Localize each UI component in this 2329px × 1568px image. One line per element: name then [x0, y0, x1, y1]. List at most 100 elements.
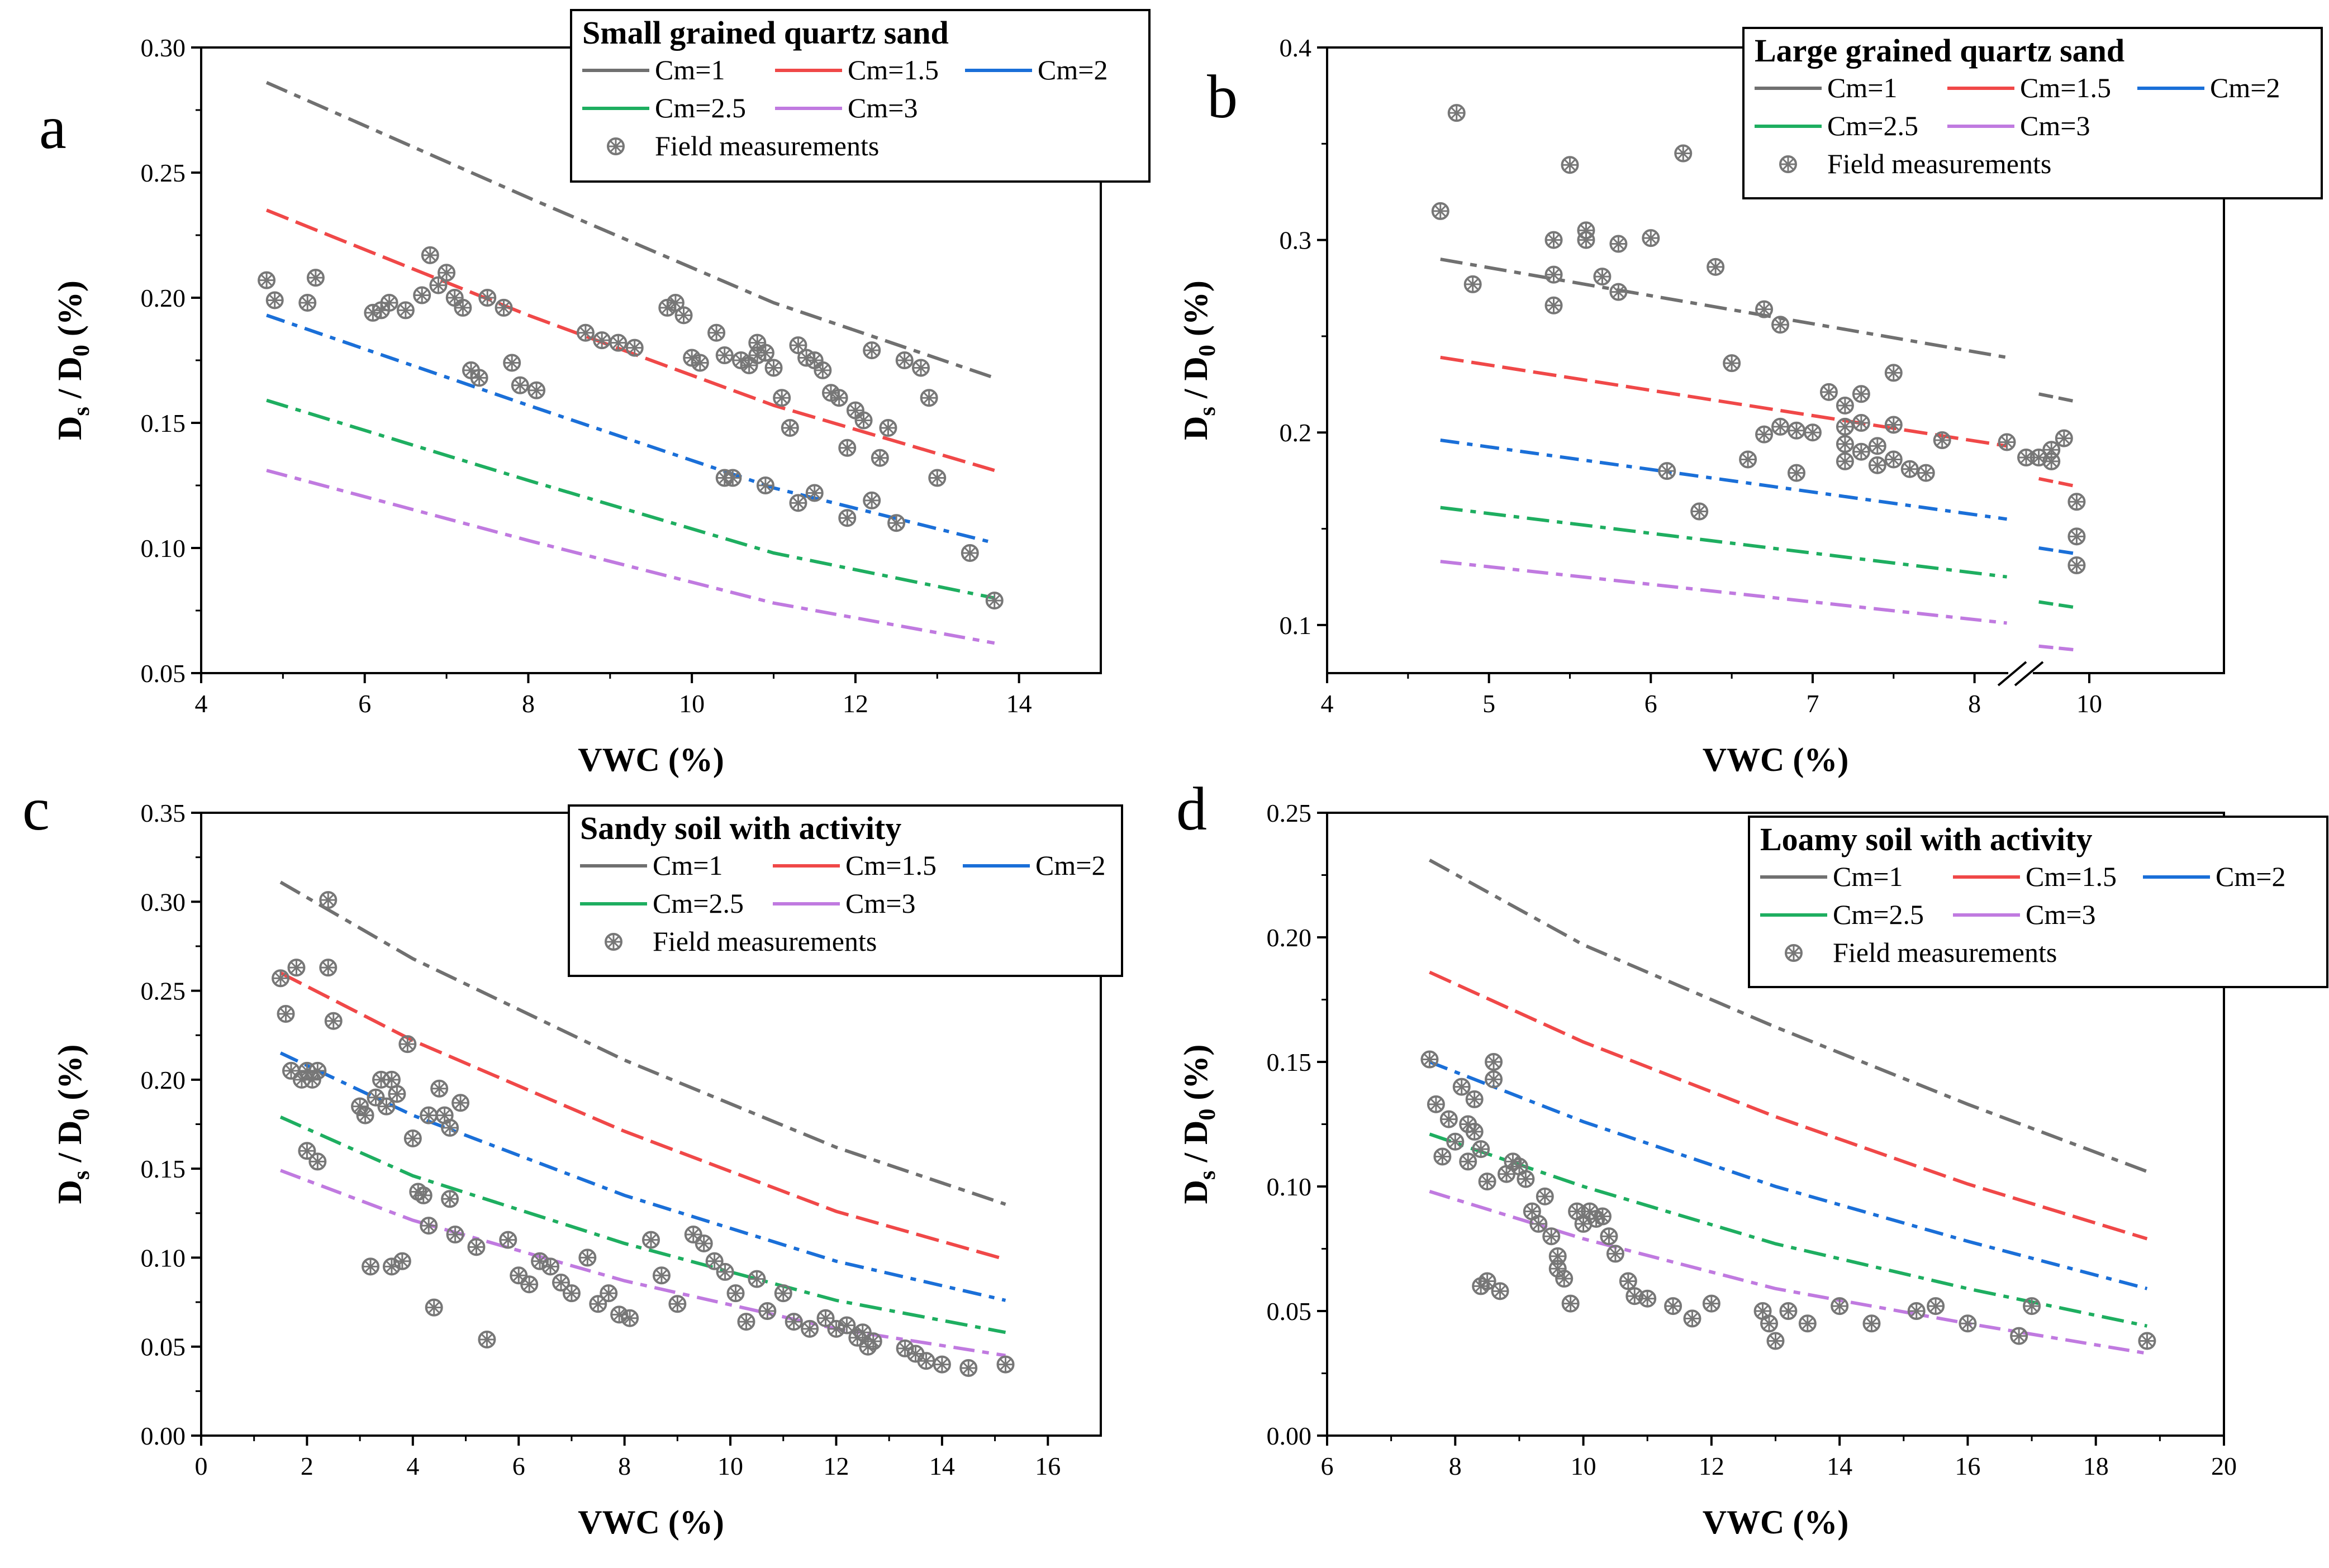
field-measurement-point	[1917, 464, 1935, 482]
field-measurement-point	[420, 1106, 438, 1124]
legend-title: Large grained quartz sand	[1755, 32, 2124, 69]
series-line-cm-2-5	[1429, 1132, 2148, 1328]
legend-label-cm-1: Cm=1	[655, 54, 725, 85]
field-measurement-point	[838, 1316, 856, 1335]
field-measurement-point	[377, 1097, 396, 1116]
series-line-cm-1	[265, 80, 995, 380]
field-measurement-point	[446, 1226, 464, 1244]
field-measurement-point	[527, 381, 546, 399]
field-measurement-point	[642, 1231, 660, 1249]
y-tick-label: 0.00	[141, 1422, 186, 1450]
field-measurement-point	[1625, 1287, 1644, 1305]
field-measurement-point	[403, 1129, 422, 1147]
field-measurement-point	[1609, 283, 1628, 301]
x-tick-label: 4	[406, 1452, 419, 1480]
x-tick-label: 14	[929, 1452, 955, 1480]
field-measurement-point	[1836, 452, 1854, 470]
x-tick-label: 20	[2211, 1452, 2237, 1480]
field-measurement-point	[1690, 502, 1709, 521]
x-tick-label: 8	[522, 689, 535, 718]
field-measurement-point	[1760, 1314, 1779, 1333]
field-measurement-point	[1959, 1314, 1977, 1333]
x-axis-title: VWC (%)	[1703, 1504, 1849, 1541]
field-measurement-point	[789, 494, 807, 512]
series-line-cm-1-5	[1440, 355, 2008, 448]
field-measurement-point	[1491, 1282, 1509, 1300]
field-measurement-point	[1420, 1050, 1439, 1069]
field-measurement-point	[2067, 493, 2086, 511]
legend-label-cm-2-5: Cm=2.5	[653, 888, 744, 919]
field-measurement-point	[1852, 414, 1870, 432]
field-measurement-point	[1723, 354, 1741, 373]
field-measurement-point	[454, 298, 472, 317]
legend-box	[570, 9, 1151, 183]
field-measurement-point	[801, 1319, 819, 1338]
y-axis-title-part: s	[1195, 1171, 1220, 1180]
panel-a: 0.05 0.10 0.15 0.20 0.25 0.30 4 6 8 10 12 14 VWC (%)…	[39, 9, 1151, 778]
field-measurement-point	[1593, 268, 1612, 286]
field-measurement-point	[1771, 417, 1790, 436]
series-line-cm-2-5	[266, 398, 995, 600]
series-line-cm-1-5-after-break	[2038, 476, 2078, 488]
y-tick-label: 0.35	[141, 799, 186, 827]
field-measurement-point	[324, 1012, 343, 1030]
y-tick-label: 0.4	[1280, 34, 1312, 62]
field-measurement-point	[1485, 1053, 1503, 1071]
field-measurement-point	[864, 1332, 882, 1351]
y-axis-title-part: (%)	[1177, 1045, 1214, 1109]
y-tick-label: 0.10	[141, 534, 186, 563]
field-measurement-point	[1544, 296, 1563, 314]
x-tick-label: 6	[358, 689, 371, 718]
field-measurement-point	[740, 356, 758, 374]
field-measurement-point	[1683, 1309, 1701, 1328]
field-measurement-point	[520, 1275, 539, 1294]
series-line-cm-1-after-break	[2038, 392, 2078, 404]
legend-title: Sandy soil with activity	[580, 810, 901, 846]
panel-b: 0.1 0.2 0.3 0.4 4 5 6 7 8 10 VWC (%) Ds / D0 (%) b La…	[1177, 27, 2323, 778]
field-measurement-point	[562, 1284, 581, 1303]
field-measurement-point	[724, 469, 742, 487]
field-measurement-point	[827, 1319, 845, 1338]
legend: Sandy soil with activity Cm=1 Cm=1.5 Cm=2 Cm…	[568, 804, 1123, 977]
legend-box	[1742, 27, 2323, 199]
field-measurement-point	[789, 336, 807, 355]
y-axis-title: Ds / D0 (%)	[1177, 1045, 1220, 1204]
legend-field-marker	[607, 137, 625, 155]
legend-field-marker	[1785, 944, 1803, 962]
field-measurement-point	[707, 323, 726, 342]
y-axis-title: Ds / D0 (%)	[1177, 280, 1220, 440]
field-measurement-point	[1523, 1202, 1541, 1221]
x-tick-label: 14	[1827, 1452, 1852, 1480]
y-tick-label: 0.15	[141, 409, 186, 437]
field-measurement-point	[773, 389, 791, 407]
legend-label-cm-1: Cm=1	[1827, 72, 1897, 103]
field-measurement-point	[589, 1295, 607, 1313]
field-measurement-point	[1755, 425, 1774, 444]
field-measurement-point	[1609, 235, 1628, 253]
field-measurement-point	[1798, 1314, 1817, 1333]
field-measurement-point	[1868, 456, 1886, 474]
field-measurement-point	[287, 959, 306, 977]
field-measurement-point	[265, 291, 284, 309]
field-measurement-point	[2042, 452, 2061, 470]
field-measurement-point	[1577, 231, 1595, 249]
panel-letter: c	[22, 775, 50, 843]
field-measurement-point	[393, 1252, 411, 1270]
series-line-cm-1-5	[1429, 970, 2148, 1241]
field-measurement-point	[846, 401, 864, 420]
legend-label-cm-2: Cm=2	[2210, 72, 2280, 103]
field-measurement-point	[838, 509, 857, 527]
y-axis-title-part: / D	[1177, 1121, 1214, 1171]
field-measurement-point	[451, 1094, 470, 1112]
y-axis-title-part: 0	[69, 345, 94, 356]
field-measurement-point	[1472, 1140, 1490, 1159]
field-measurement-point	[1574, 1214, 1593, 1233]
field-measurement-point	[1658, 462, 1676, 480]
field-measurement-point	[1819, 383, 1838, 401]
legend-box	[568, 804, 1123, 977]
field-measurement-point	[726, 1284, 745, 1303]
x-tick-label: 0	[195, 1452, 208, 1480]
field-measurement-point	[1862, 1314, 1881, 1333]
series-line-cm-3	[1440, 560, 2007, 625]
